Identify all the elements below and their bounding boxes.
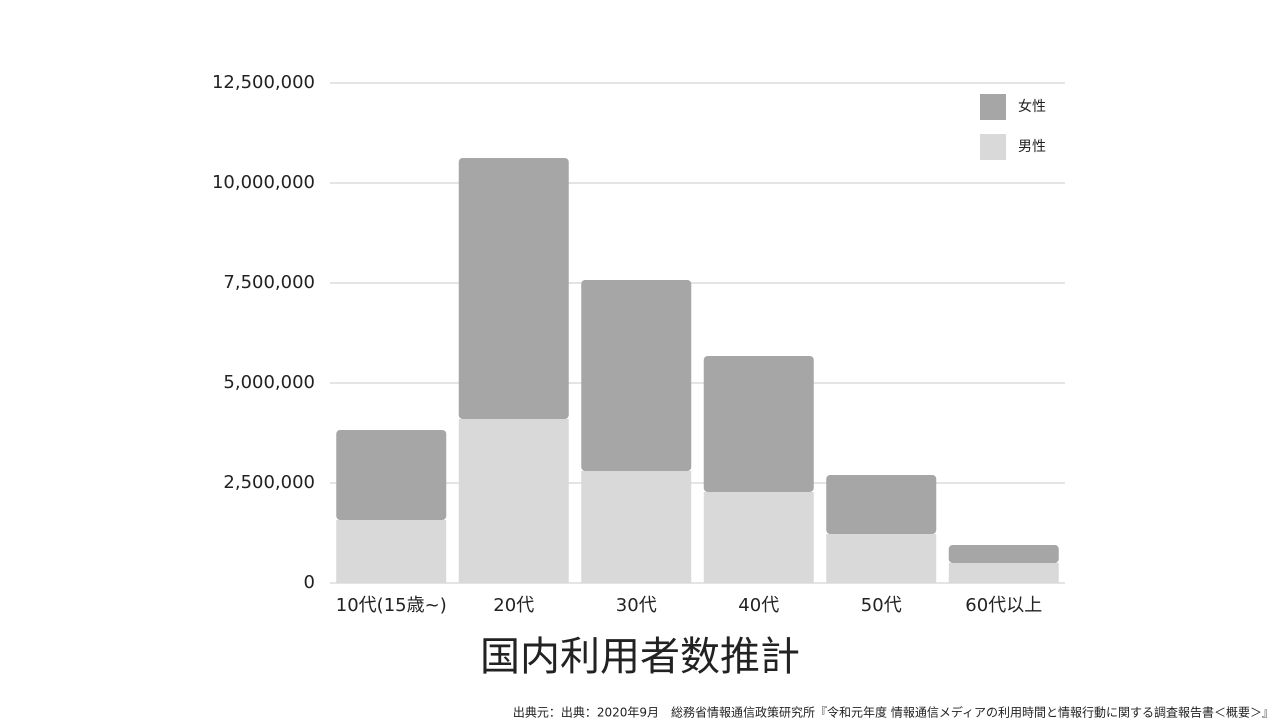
bar-segment: [336, 430, 447, 520]
y-tick-label: 5,000,000: [223, 372, 315, 393]
x-tick-label: 50代: [861, 595, 902, 616]
bar-segment: [703, 356, 814, 492]
chart-title: 国内利用者数推計: [480, 634, 800, 680]
y-tick-label: 0: [304, 572, 315, 593]
bar-segment: [948, 545, 1059, 563]
legend-label: 女性: [1018, 98, 1046, 115]
bar-segment: [458, 158, 569, 419]
y-tick-label: 10,000,000: [212, 172, 315, 193]
bar-segment: [948, 563, 1059, 583]
bar-segment: [826, 534, 937, 583]
bar-segment: [581, 471, 692, 583]
y-tick-label: 12,500,000: [212, 72, 315, 93]
bar-segment: [581, 280, 692, 471]
x-tick-label: 40代: [738, 595, 779, 616]
x-tick-label: 30代: [616, 595, 657, 616]
legend-label: 男性: [1018, 139, 1046, 155]
caption: 出典元：出典：2020年9月 総務省情報通信政策研究所『令和元年度 情報通信メデ…: [513, 705, 1274, 720]
y-tick-label: 7,500,000: [223, 272, 315, 293]
bar-segment: [458, 419, 569, 583]
x-tick-label: 60代以上: [965, 595, 1042, 616]
x-tick-label: 10代(15歳~): [336, 595, 447, 616]
legend-swatch: [980, 94, 1006, 120]
legend-swatch: [980, 134, 1006, 160]
bar-segment: [826, 475, 937, 534]
y-tick-label: 2,500,000: [223, 472, 315, 493]
x-tick-label: 20代: [493, 595, 534, 616]
bar-segment: [336, 520, 447, 583]
bar-segment: [703, 492, 814, 583]
